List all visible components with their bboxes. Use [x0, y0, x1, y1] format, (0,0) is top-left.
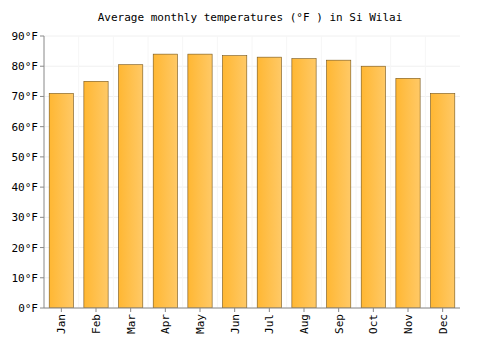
tick-label: 30°F [12, 211, 39, 224]
tick-label: 20°F [12, 242, 39, 255]
tick-mark [40, 126, 44, 127]
tick-mark [165, 308, 166, 312]
tick-label: 70°F [12, 90, 39, 103]
tick-mark [40, 217, 44, 218]
tick-mark [40, 156, 44, 157]
title: Average monthly temperatures (°F ) in Si… [98, 11, 403, 24]
tick-label: 80°F [12, 60, 39, 73]
tick-mark [61, 308, 62, 312]
tick-label: 0°F [18, 302, 38, 315]
tick-label: 60°F [12, 121, 39, 134]
bar [292, 59, 316, 308]
grid-line [390, 36, 391, 308]
tick-mark [40, 277, 44, 278]
category-label: Feb [90, 314, 103, 334]
category-label: Dec [437, 314, 450, 334]
grid-line [321, 36, 322, 308]
category-label: Oct [367, 314, 380, 334]
bar [396, 78, 420, 308]
tick-mark [40, 187, 44, 188]
bar [257, 57, 281, 308]
tick-label: 90°F [12, 30, 39, 43]
tick-mark [40, 247, 44, 248]
category-label: Apr [159, 314, 172, 334]
tick-mark [130, 308, 131, 312]
tick-mark [408, 308, 409, 312]
tick-mark [40, 66, 44, 67]
grid-line [182, 36, 183, 308]
tick-mark [96, 308, 97, 312]
bar [327, 60, 351, 308]
category-label: Sep [333, 314, 346, 334]
grid-line [148, 36, 149, 308]
chart: Average monthly temperatures (°F ) in Si… [0, 0, 500, 350]
bar [188, 54, 212, 308]
grid-line [252, 36, 253, 308]
tick-label: 50°F [12, 151, 39, 164]
tick-mark [304, 308, 305, 312]
tick-mark [269, 308, 270, 312]
tick-mark [442, 308, 443, 312]
category-label: Jun [229, 314, 242, 334]
tick-label: 10°F [12, 272, 39, 285]
tick-label: 40°F [12, 181, 39, 194]
tick-mark [40, 308, 44, 309]
grid-line [113, 36, 114, 308]
category-label: Nov [402, 314, 415, 334]
bar [361, 66, 385, 308]
tick-mark [40, 96, 44, 97]
category-label: Mar [125, 314, 138, 334]
tick-mark [338, 308, 339, 312]
grid-line [356, 36, 357, 308]
category-label: May [194, 314, 207, 334]
bars [49, 54, 455, 308]
y-axis [44, 36, 45, 308]
category-label: Aug [298, 314, 311, 334]
category-label: Jan [55, 314, 68, 334]
bar [119, 65, 143, 308]
grid-line [217, 36, 218, 308]
grid-line [425, 36, 426, 308]
tick-mark [40, 36, 44, 37]
tick-mark [373, 308, 374, 312]
bar [223, 56, 247, 308]
tick-mark [200, 308, 201, 312]
tick-mark [234, 308, 235, 312]
grid-line [78, 36, 79, 308]
bar [49, 93, 73, 308]
bar [153, 54, 177, 308]
x-axis [44, 308, 460, 309]
bar [84, 81, 108, 308]
grid-line [286, 36, 287, 308]
category-label: Jul [263, 314, 276, 334]
grid-line [44, 308, 460, 309]
bar [431, 93, 455, 308]
